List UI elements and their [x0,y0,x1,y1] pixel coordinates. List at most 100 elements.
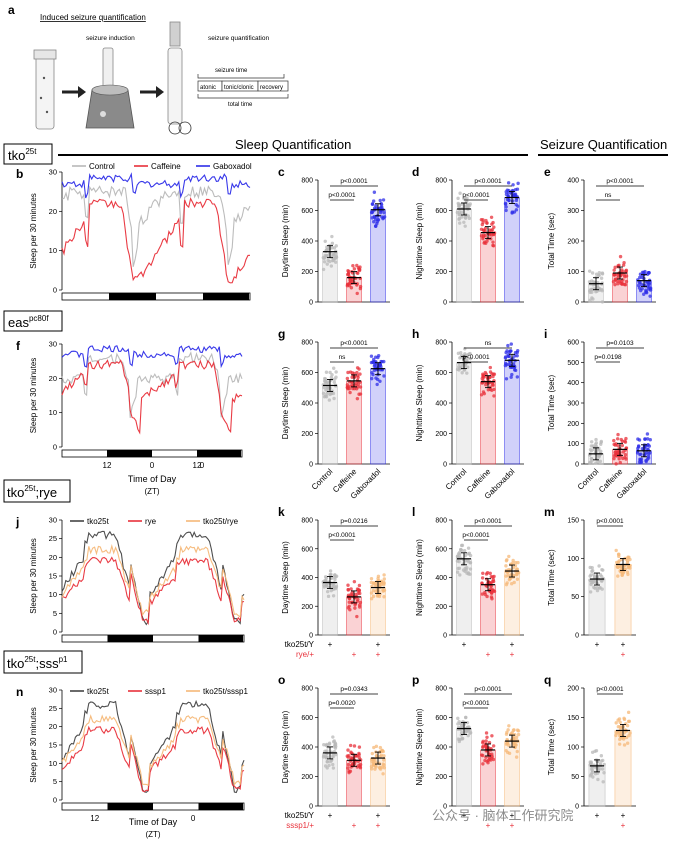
data-point [492,394,496,398]
data-point [600,574,604,579]
data-point [617,457,621,461]
y-axis-label: Nighttime Sleep (min) [415,708,424,785]
data-point [479,217,484,222]
data-point [601,780,605,784]
data-point [382,583,386,587]
data-point [628,566,632,570]
data-point [614,442,618,446]
data-point [602,762,606,767]
panel-label-g: g [278,327,285,341]
data-point [624,557,628,561]
data-point [590,287,595,292]
y-tick-label: 800 [301,686,313,693]
x-axis-title: Time of Day [129,817,178,827]
y-tick-label: 500 [567,360,579,367]
data-point [355,614,359,619]
data-point [645,432,650,436]
data-point [382,758,386,762]
series-line [61,714,245,787]
data-point [506,181,511,185]
data-point [619,281,623,286]
legend-label: tko25t/rye [203,517,239,526]
data-point [589,767,594,771]
data-point [323,575,328,579]
data-point [626,710,631,715]
data-point [352,267,357,271]
data-point [510,210,515,214]
genotype-plus: + [352,821,357,830]
data-point [357,267,361,272]
genotype-plus: + [486,650,491,659]
data-point [515,350,519,355]
data-point [636,283,641,288]
y-tick-label: 600 [301,546,313,553]
data-point [484,372,488,376]
data-point [330,373,334,377]
y-axis-label: Sleep per 30 minutes [29,707,38,783]
data-point [465,203,470,207]
data-point [371,594,376,599]
data-point [639,460,643,465]
y-tick-label: 0 [309,300,313,307]
data-point [618,737,622,742]
genotype-plus: + [328,640,333,649]
data-point [330,234,334,239]
data-point [346,370,350,375]
data-point [345,754,350,758]
genotype-plus: + [462,640,467,649]
data-point [504,748,508,753]
data-point [328,370,332,375]
significance-label: p=0.0103 [606,340,634,347]
data-point [483,592,488,597]
data-point [503,356,508,360]
data-point [510,199,515,203]
data-point [616,574,620,578]
data-point [326,381,331,385]
data-point [484,731,489,735]
data-point [355,263,359,268]
data-point [506,728,510,732]
data-point [355,283,359,287]
data-point [382,595,386,599]
line-chart-panel-n: n 0 5 10 15 20 25 30 Sleep per 30 minutes tko25t s… [16,685,248,839]
data-point [591,775,595,779]
y-tick-label: 400 [301,401,313,408]
y-tick-label: 200 [567,421,579,428]
data-point [644,289,649,294]
data-point [382,210,386,215]
x-tick-label: 0 [200,461,205,470]
genotype-box-eas: easpc80f [3,310,63,332]
data-point [623,452,628,457]
bar-chart-panel-e: e 0 100 200 300 400 Total Time (sec) ns p<0.0001 [544,165,656,307]
genotype-plus: + [621,821,626,830]
data-point [514,202,518,207]
y-tick-label: 0 [309,804,313,811]
data-point [491,240,495,244]
y-tick-label: 800 [301,178,313,185]
data-point [590,566,594,570]
data-point [597,454,601,458]
data-point [510,372,514,377]
y-tick-label: 150 [567,518,579,525]
panel-label-j: j [15,515,19,529]
data-point [460,543,465,548]
data-point [331,735,335,739]
data-point [458,573,462,577]
y-tick-label: 0 [443,804,447,811]
data-point [328,569,333,573]
data-point [490,734,494,738]
y-axis-label: Sleep per 30 minutes [29,538,38,614]
y-tick-label: 200 [435,774,447,781]
fly-icon [39,96,43,100]
data-point [509,375,513,379]
data-point [507,354,512,359]
data-point [481,390,486,394]
data-point [511,573,516,578]
y-tick-label: 0 [53,286,57,295]
genotype-row-label: tko25t/Y [285,640,315,649]
data-point [378,754,382,759]
data-point [621,263,626,267]
data-point [333,577,337,582]
y-tick-label: 300 [567,208,579,215]
